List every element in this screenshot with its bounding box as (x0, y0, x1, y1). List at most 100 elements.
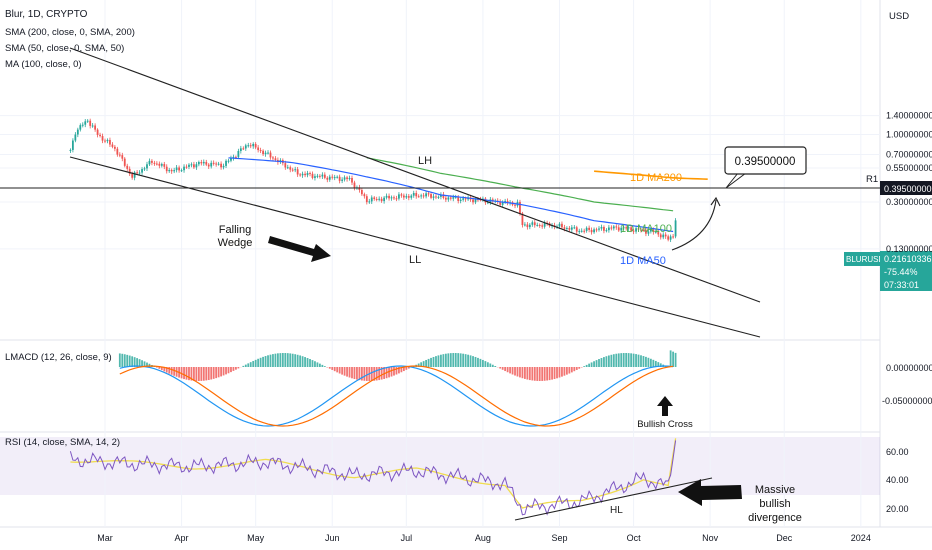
candle-body (272, 157, 274, 159)
macd-histogram-bar (501, 367, 504, 370)
candle-body (212, 162, 215, 164)
macd-histogram-bar (118, 353, 121, 367)
macd-histogram-bar (252, 360, 255, 367)
macd-histogram-bar (444, 353, 447, 367)
macd-histogram-bar (637, 354, 640, 367)
candle-body (168, 169, 171, 172)
r1-price-text: 0.39500000 (884, 184, 932, 194)
macd-histogram-bar (464, 354, 467, 367)
candle-body (180, 170, 183, 172)
candle-body (449, 197, 452, 199)
macd-histogram-bar (427, 358, 430, 367)
candle-body (348, 177, 351, 180)
candle-body (126, 165, 129, 169)
macd-histogram-bar (649, 358, 652, 367)
price-tick-label: 0.13000000 (886, 244, 932, 254)
macd-histogram-bar (519, 367, 521, 378)
candle-body (89, 120, 92, 126)
macd-histogram-bar (565, 367, 568, 375)
macd-histogram-bar (425, 359, 427, 367)
macd-histogram-bar (474, 356, 477, 367)
macd-histogram-bar (615, 353, 618, 367)
macd-histogram-bar (556, 367, 558, 379)
candle-body (301, 173, 304, 176)
macd-histogram-bar (165, 367, 168, 373)
wedge-upper-line (69, 47, 761, 303)
macd-histogram-bar (583, 366, 586, 367)
ma200-line (594, 170, 708, 180)
candle-body (284, 163, 287, 168)
candle-body (528, 224, 531, 228)
candle-body (501, 201, 504, 205)
macd-histogram-bar (442, 354, 445, 367)
candle-body (472, 199, 474, 203)
candle-body (353, 182, 356, 189)
macd-histogram-bar (657, 362, 660, 367)
macd-histogram-bar (390, 367, 393, 377)
macd-histogram-bar (277, 353, 279, 367)
macd-histogram-bar (504, 367, 507, 372)
last-price-change: -75.44% (884, 267, 918, 277)
macd-histogram-bar (491, 364, 494, 367)
macd-histogram-bar (146, 362, 148, 367)
candle-body (143, 168, 146, 170)
macd-histogram-bar (585, 364, 588, 367)
projection-arrowhead (710, 196, 721, 207)
candle-body (667, 236, 670, 240)
price-tick-label: 0.55000000 (886, 163, 932, 173)
macd-histogram-bar (136, 358, 139, 367)
macd-histogram-bar (370, 367, 373, 381)
macd-histogram-bar (538, 367, 541, 381)
macd-histogram-bar (630, 353, 633, 367)
macd-histogram-bar (440, 354, 442, 367)
macd-histogram-bar (516, 367, 519, 377)
candle-body (165, 166, 168, 172)
candle-body (526, 224, 529, 228)
target-box (724, 146, 807, 175)
time-tick-label: 2024 (851, 533, 871, 543)
candle-body (249, 145, 252, 147)
price-tick-label: 0.70000000 (886, 150, 932, 160)
candle-body (612, 226, 615, 229)
macd-histogram-bar (561, 367, 563, 377)
candle-body (635, 228, 637, 232)
candle-body (561, 223, 563, 228)
macd-histogram-bar (333, 367, 336, 372)
macd-histogram-bar (435, 356, 437, 367)
candle-body (521, 213, 524, 226)
candle-body (183, 166, 185, 171)
macd-histogram-bar (482, 359, 484, 367)
macd-histogram-bar (128, 355, 131, 367)
macd-histogram-bar (514, 367, 516, 376)
candle-body (474, 199, 477, 203)
candle-body (311, 173, 314, 178)
candle-body (370, 197, 373, 202)
candle-body (422, 195, 425, 197)
falling-wedge-label-1: Falling (219, 224, 251, 236)
candle-body (113, 146, 116, 149)
candle-body (304, 173, 306, 176)
candle-body (314, 176, 316, 178)
macd-axis-0: 0.00000000 (886, 363, 932, 373)
macd-histogram-bar (259, 357, 262, 367)
macd-histogram-bar (526, 367, 529, 380)
macd-histogram-bar (467, 354, 469, 367)
macd-histogram-bar (220, 367, 222, 377)
macd-histogram-bar (457, 353, 460, 367)
macd-histogram-bar (593, 361, 595, 367)
macd-histogram-bar (432, 356, 435, 367)
macd-histogram-bar (447, 353, 450, 367)
candle-body (138, 172, 141, 174)
candle-body (662, 234, 665, 238)
candle-body (674, 220, 677, 237)
rsi-ma-line (70, 438, 677, 509)
macd-histogram-bar (301, 356, 304, 367)
macd-histogram-bar (640, 355, 642, 367)
candle-body (385, 195, 388, 198)
time-tick-label: Dec (776, 533, 793, 543)
macd-histogram-bar (291, 353, 294, 367)
macd-histogram-bar (323, 366, 326, 367)
macd-histogram-bar (225, 367, 227, 375)
candle-body (440, 194, 442, 197)
macd-signal-line (119, 365, 674, 427)
